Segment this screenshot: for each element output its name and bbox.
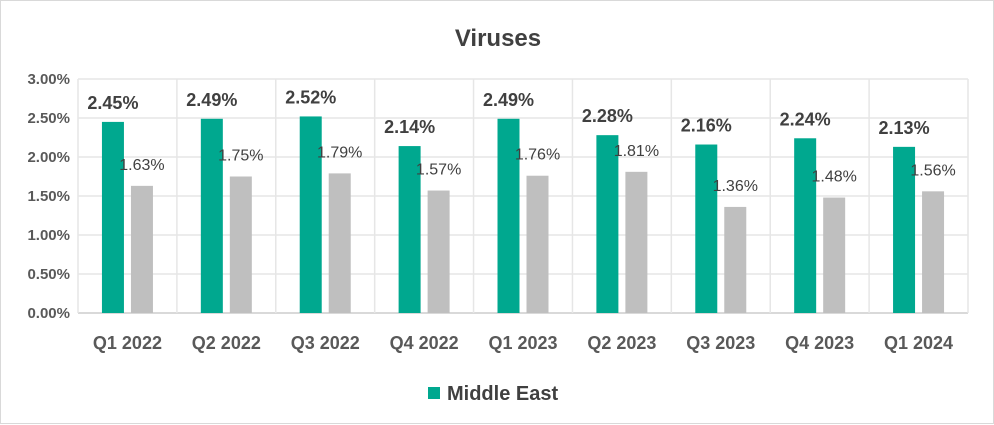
data-label-series-2: 1.56% — [910, 162, 955, 179]
y-tick-label: 0.00% — [27, 305, 70, 322]
data-label-middle-east: 2.13% — [879, 118, 930, 138]
bar-series-2 — [526, 175, 549, 313]
y-tick-label: 1.50% — [27, 188, 70, 205]
x-tick-label: Q1 2024 — [884, 333, 953, 353]
y-tick-label: 3.00% — [27, 71, 70, 88]
data-label-middle-east: 2.45% — [87, 93, 138, 113]
x-tick-label: Q2 2022 — [192, 333, 261, 353]
x-tick-label: Q1 2022 — [93, 333, 162, 353]
data-label-middle-east: 2.52% — [285, 87, 336, 107]
data-label-middle-east: 2.14% — [384, 117, 435, 137]
bar-middle-east — [596, 135, 619, 313]
x-tick-label: Q2 2023 — [587, 333, 656, 353]
bar-series-2 — [625, 171, 648, 313]
bar-middle-east — [398, 146, 421, 313]
bar-series-2 — [328, 173, 351, 313]
bar-series-2 — [724, 206, 747, 313]
y-tick-label: 2.50% — [27, 110, 70, 127]
bar-middle-east — [101, 121, 124, 314]
bar-middle-east — [299, 116, 322, 313]
x-tick-label: Q1 2023 — [488, 333, 557, 353]
bar-series-2 — [823, 197, 846, 313]
bar-middle-east — [200, 118, 223, 313]
data-label-series-2: 1.79% — [317, 144, 362, 161]
chart-title: Viruses — [455, 25, 541, 52]
x-tick-label: Q3 2023 — [686, 333, 755, 353]
data-label-series-2: 1.36% — [713, 178, 758, 195]
data-label-middle-east: 2.24% — [780, 109, 831, 129]
bar-series-2 — [229, 176, 252, 313]
data-label-series-2: 1.76% — [515, 147, 560, 164]
data-label-series-2: 1.48% — [811, 169, 856, 186]
bar-series-2 — [130, 185, 153, 313]
bar-series-2 — [922, 191, 945, 313]
x-tick-label: Q4 2023 — [785, 333, 854, 353]
y-tick-label: 2.00% — [27, 149, 70, 166]
bar-middle-east — [695, 144, 718, 313]
data-label-series-2: 1.81% — [614, 143, 659, 160]
x-tick-label: Q4 2022 — [390, 333, 459, 353]
y-tick-label: 1.00% — [27, 227, 70, 244]
legend-label-middle-east: Middle East — [447, 383, 558, 405]
data-label-middle-east: 2.49% — [483, 90, 534, 110]
bar-middle-east — [497, 118, 520, 313]
y-tick-label: 0.50% — [27, 266, 70, 283]
data-label-middle-east: 2.28% — [582, 106, 633, 126]
bar-middle-east — [893, 146, 916, 313]
bar-series-2 — [427, 190, 450, 313]
data-label-middle-east: 2.49% — [186, 90, 237, 110]
bar-middle-east — [794, 138, 817, 313]
data-label-middle-east: 2.16% — [681, 116, 732, 136]
data-label-series-2: 1.75% — [218, 148, 263, 165]
legend-swatch-middle-east — [428, 387, 440, 399]
data-label-series-2: 1.63% — [119, 157, 164, 174]
x-tick-label: Q3 2022 — [291, 333, 360, 353]
data-label-series-2: 1.57% — [416, 162, 461, 179]
